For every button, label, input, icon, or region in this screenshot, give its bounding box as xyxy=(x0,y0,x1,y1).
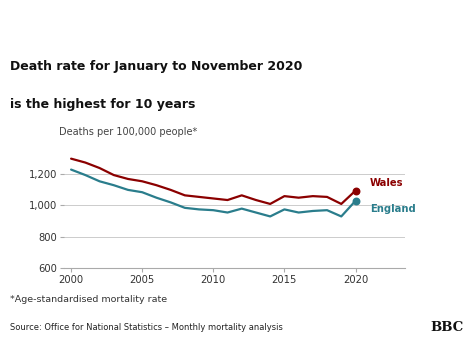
Text: *Age-standardised mortality rate: *Age-standardised mortality rate xyxy=(10,295,167,304)
Text: Wales: Wales xyxy=(370,178,403,188)
Text: BBC: BBC xyxy=(430,322,464,334)
Point xyxy=(352,188,359,193)
Text: Death rate for January to November 2020: Death rate for January to November 2020 xyxy=(10,60,303,73)
Text: Deaths per 100,000 people*: Deaths per 100,000 people* xyxy=(59,127,198,137)
Point xyxy=(352,198,359,204)
Text: Source: Office for National Statistics – Monthly mortality analysis: Source: Office for National Statistics –… xyxy=(10,324,283,332)
Text: England: England xyxy=(370,204,416,214)
Text: is the highest for 10 years: is the highest for 10 years xyxy=(10,98,196,111)
